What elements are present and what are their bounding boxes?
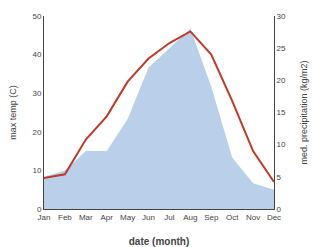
svg-text:Feb: Feb: [58, 213, 72, 222]
svg-text:Aug: Aug: [183, 213, 197, 222]
svg-text:25: 25: [277, 44, 286, 53]
svg-text:Jul: Jul: [164, 213, 174, 222]
svg-text:Sep: Sep: [204, 213, 219, 222]
svg-text:date (month): date (month): [129, 236, 190, 247]
svg-text:0: 0: [277, 205, 282, 214]
svg-text:0: 0: [37, 205, 42, 214]
svg-text:30: 30: [32, 89, 41, 98]
svg-text:Dec: Dec: [267, 213, 281, 222]
svg-text:Mar: Mar: [79, 213, 93, 222]
svg-text:50: 50: [32, 12, 41, 21]
svg-text:Jan: Jan: [38, 213, 51, 222]
svg-text:10: 10: [32, 166, 41, 175]
svg-text:Nov: Nov: [246, 213, 260, 222]
svg-text:max temp (C): max temp (C): [8, 85, 18, 140]
svg-text:10: 10: [277, 140, 286, 149]
svg-text:15: 15: [277, 108, 286, 117]
svg-text:20: 20: [32, 128, 41, 137]
svg-text:May: May: [120, 213, 135, 222]
svg-text:20: 20: [277, 76, 286, 85]
svg-text:30: 30: [277, 12, 286, 21]
svg-text:40: 40: [32, 50, 41, 59]
svg-text:Oct: Oct: [226, 213, 239, 222]
svg-text:Jun: Jun: [142, 213, 155, 222]
svg-text:med. precipitation (kg/m2): med. precipitation (kg/m2): [299, 60, 309, 164]
svg-text:5: 5: [277, 173, 282, 182]
svg-text:Apr: Apr: [101, 213, 114, 222]
